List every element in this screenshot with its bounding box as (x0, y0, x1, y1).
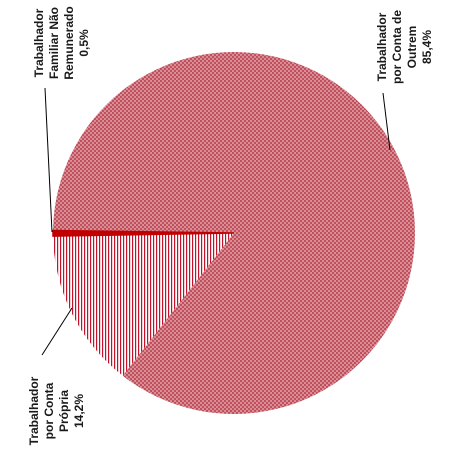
slice-label-line: Outrem (405, 26, 419, 69)
slice-label-line: Remunerado (62, 6, 76, 79)
slice-label-line: Própria (57, 390, 71, 432)
pie-slice-familiar (52, 229, 235, 237)
slice-label-line: por Conta (42, 382, 56, 439)
slice-label-line: por Conta de (390, 10, 404, 84)
slice-label-outrem: Trabalhador por Conta de Outrem 85,4% (375, 10, 434, 84)
slice-label-propria: Trabalhador por Conta Própria 14,2% (27, 376, 86, 445)
slice-label-line: Trabalhador (27, 376, 41, 445)
slice-value-label: 14,2% (72, 394, 86, 428)
leader-line-outrem (382, 92, 391, 151)
slice-label-line: Trabalhador (375, 12, 389, 81)
leader-line-propria (41, 307, 73, 356)
slice-label-line: Trabalhador (32, 8, 46, 77)
leader-line-familiar (44, 87, 53, 233)
slice-value-label: 0,5% (77, 29, 91, 57)
slice-value-label: 85,4% (420, 30, 434, 64)
pie-slice-propria (53, 233, 235, 376)
slice-label-familiar: Trabalhador Familiar Não Remunerado 0,5% (32, 6, 91, 79)
slice-label-line: Familiar Não (47, 7, 61, 79)
